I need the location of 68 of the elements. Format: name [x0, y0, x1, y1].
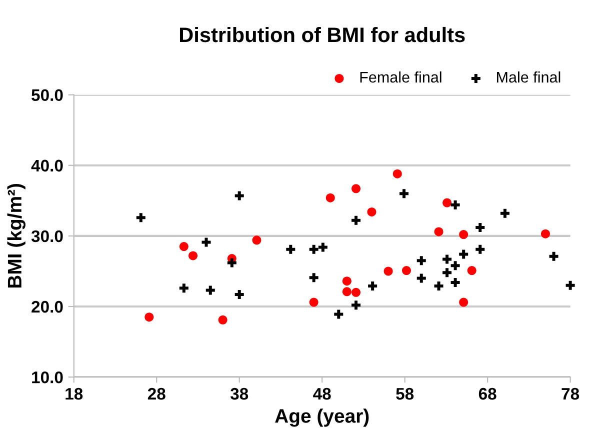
point: [179, 242, 188, 252]
y-tick-label: 50.0: [32, 89, 63, 102]
point: [352, 288, 361, 297]
point: [434, 227, 444, 236]
point: [392, 169, 402, 178]
y-tick-label: 30.0: [31, 230, 63, 242]
chart-title: Distribution of BMI for adults: [180, 26, 465, 42]
y-tick-label: 40.0: [31, 160, 63, 172]
point: [252, 236, 262, 245]
x-tick-label: 58: [396, 388, 414, 400]
point: [459, 298, 468, 307]
point: [450, 278, 460, 288]
point: [416, 274, 426, 283]
point: [342, 287, 352, 296]
point: [367, 207, 376, 216]
point: [179, 284, 188, 293]
point: [476, 222, 485, 232]
point: [416, 256, 426, 266]
x-axis-title: Age (year): [275, 408, 369, 427]
point: [352, 216, 361, 225]
x-tick-label: 38: [230, 388, 248, 400]
point: [467, 266, 476, 276]
point: [540, 229, 550, 238]
point: [442, 254, 452, 264]
point: [442, 198, 452, 208]
point: [352, 184, 361, 194]
point: [144, 312, 154, 322]
point: [334, 310, 344, 319]
x-tick-label: 28: [148, 388, 166, 400]
y-tick-label: 20.0: [32, 300, 63, 313]
point: [136, 213, 146, 222]
point: [368, 282, 378, 291]
point: [218, 315, 228, 324]
point: [400, 189, 409, 198]
point: [442, 268, 452, 278]
point: [476, 244, 485, 254]
point: [318, 242, 328, 252]
x-tick-label: 48: [313, 388, 331, 400]
point: [286, 244, 296, 254]
point: [402, 266, 411, 276]
point: [234, 191, 244, 200]
point: [459, 230, 468, 240]
point: [566, 280, 575, 290]
legend-label: Male final: [497, 71, 560, 83]
point: [227, 258, 236, 268]
point: [309, 273, 318, 282]
point: [500, 208, 510, 218]
point: [352, 300, 361, 310]
point: [234, 290, 244, 299]
point: [434, 282, 444, 291]
point: [202, 238, 211, 247]
x-tick-label: 18: [66, 388, 83, 400]
point: [549, 252, 558, 261]
point: [326, 193, 335, 202]
y-axis-title: BMI (kg/m²): [7, 184, 26, 288]
point: [188, 251, 198, 260]
point: [342, 276, 352, 286]
legend-label: Female final: [360, 71, 442, 83]
point: [206, 286, 215, 295]
point: [450, 200, 460, 210]
point: [450, 261, 460, 270]
point: [459, 250, 468, 259]
x-tick-label: 78: [562, 388, 580, 400]
point: [384, 266, 393, 276]
y-tick-label: 10.0: [32, 371, 63, 384]
point: [309, 244, 318, 254]
point: [309, 298, 318, 307]
x-tick-label: 68: [478, 388, 496, 400]
